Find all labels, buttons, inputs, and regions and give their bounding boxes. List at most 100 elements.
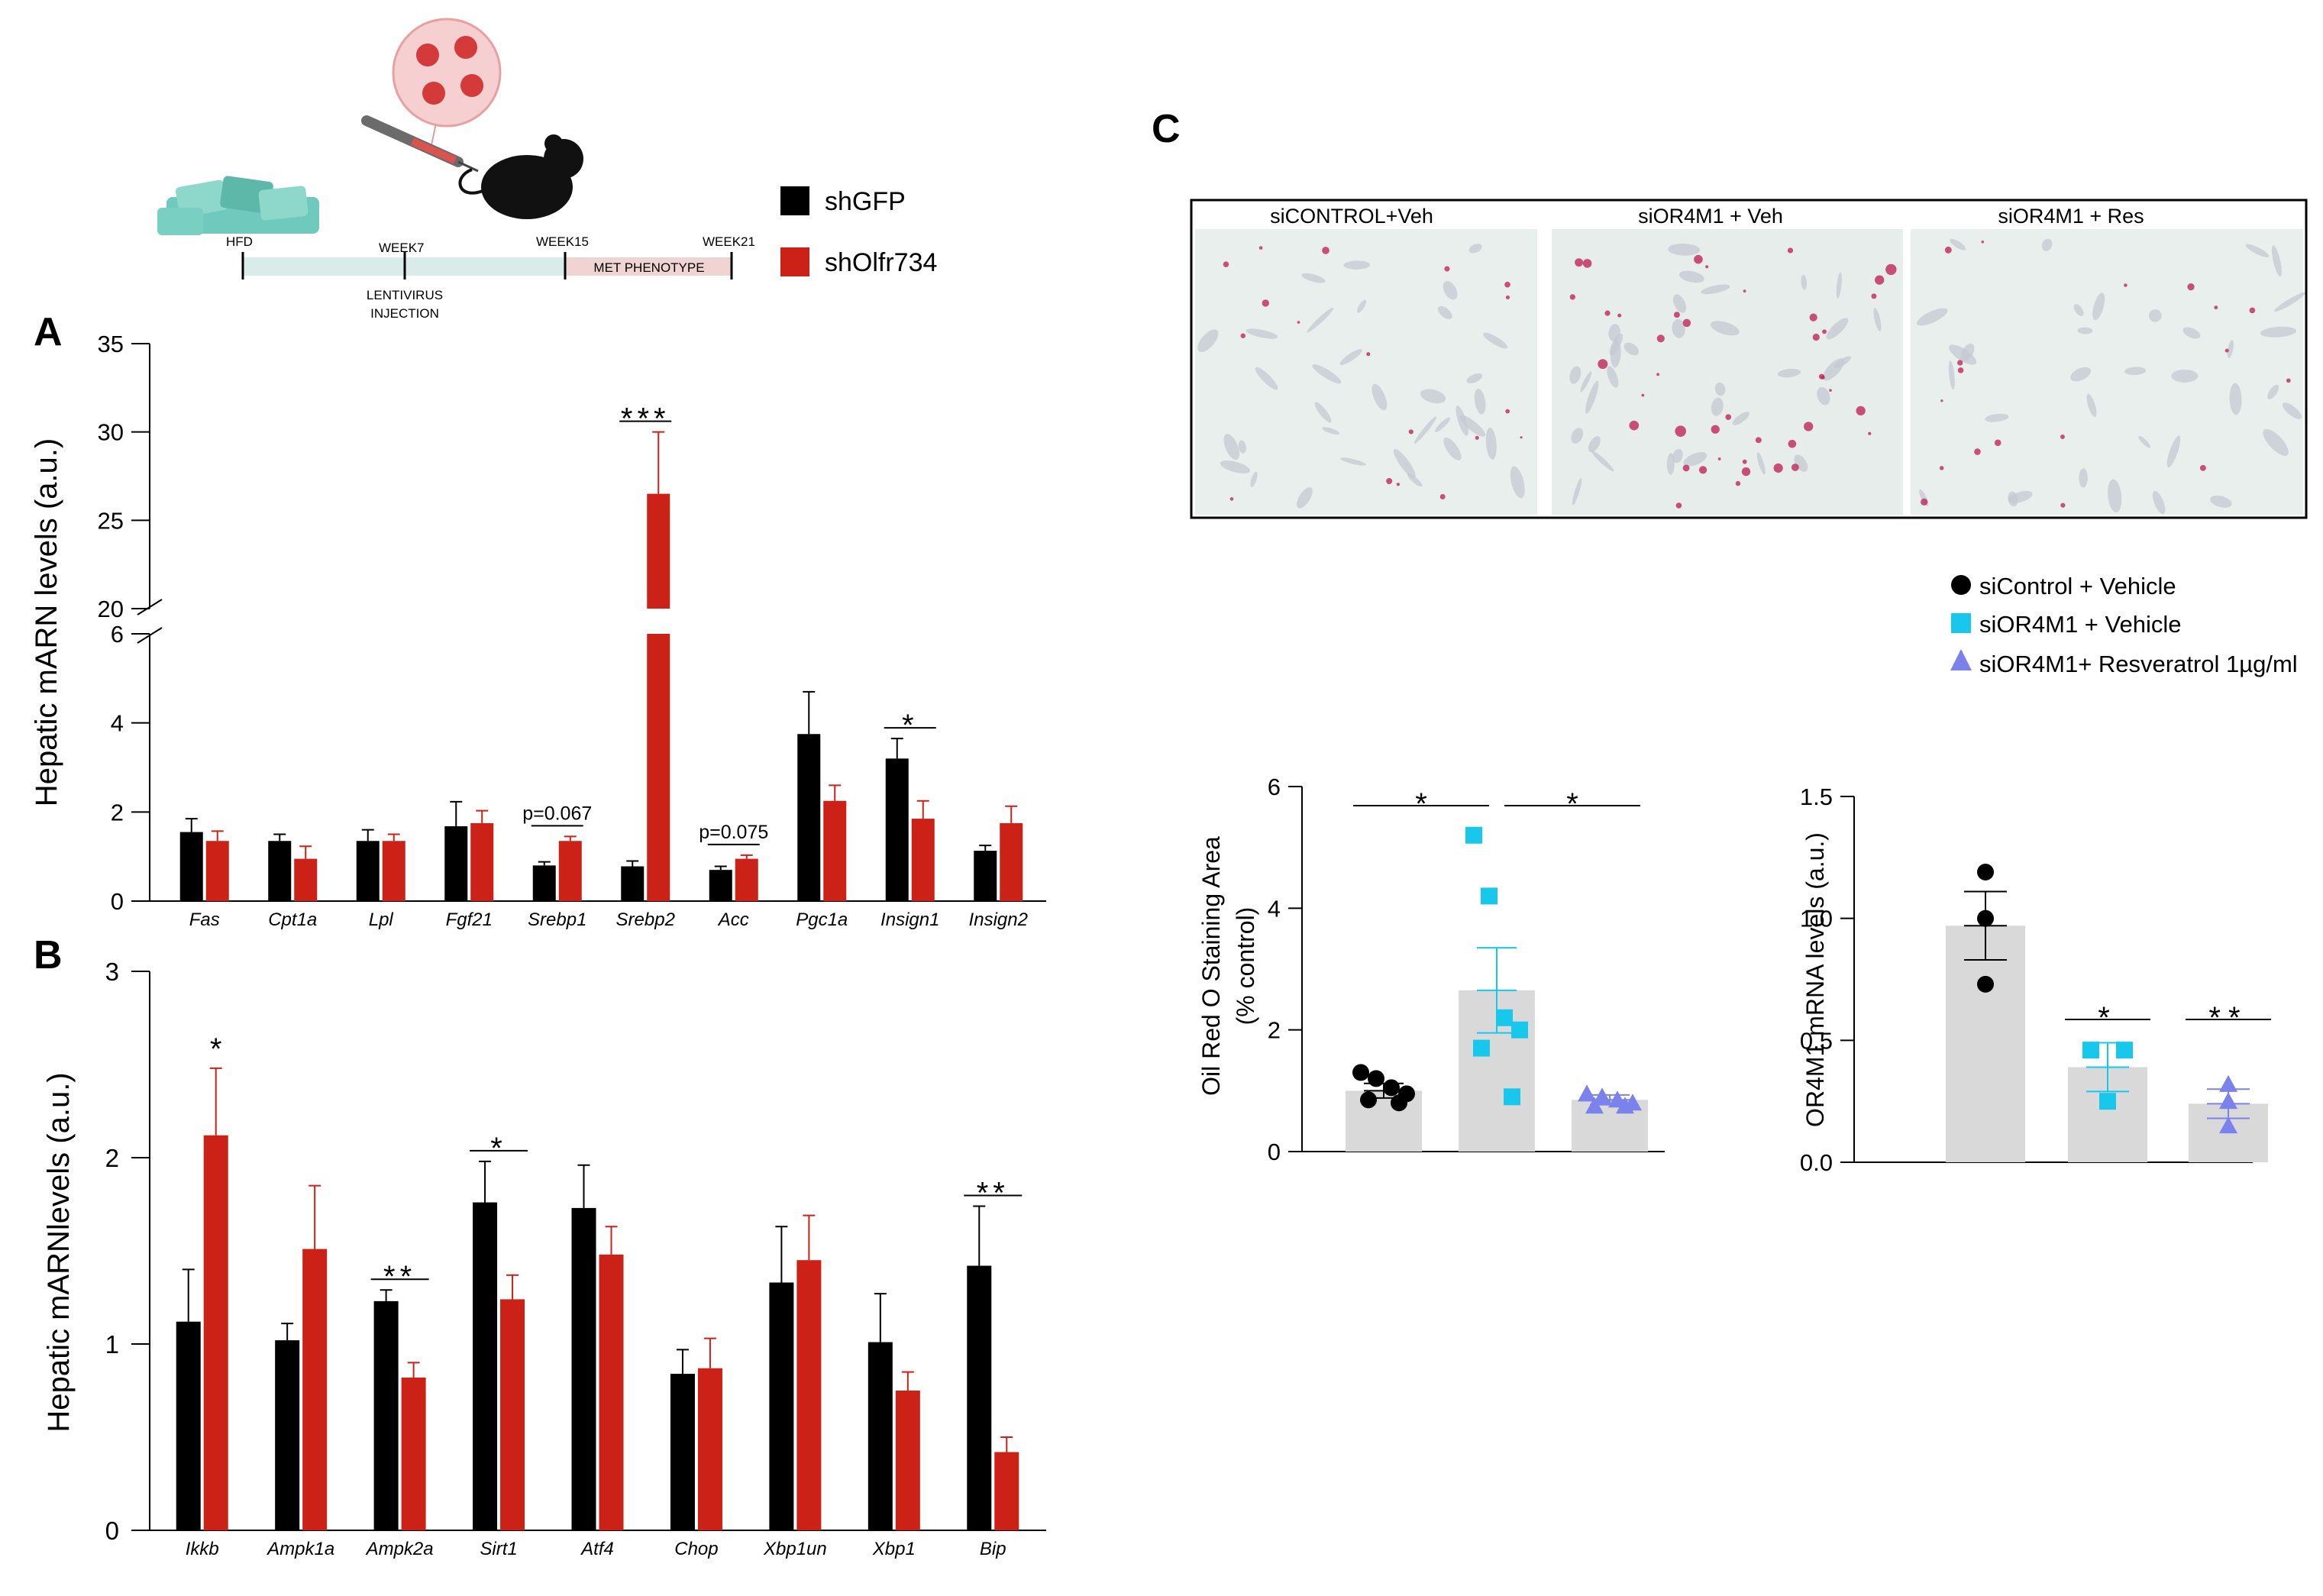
cell: [1468, 244, 1482, 254]
y-tick-label: 2: [1268, 1017, 1281, 1044]
axis-break-mark: [137, 599, 163, 615]
y-tick-label: 4: [111, 710, 124, 737]
cell: [1732, 412, 1750, 425]
cell: [1672, 294, 1687, 313]
data-point: [2082, 1042, 2099, 1059]
cell: [1666, 453, 1675, 475]
micrograph-label-sior4m1-res: siOR4M1 + Res: [1998, 205, 2144, 228]
virus-icon: [392, 18, 502, 146]
x-tick-label-fgf21: Fgf21: [446, 909, 493, 930]
bar-sicontrol-vehicle: [1946, 926, 2025, 1162]
lipid-droplet: [1940, 399, 1943, 402]
data-point: [1593, 1087, 1611, 1105]
lipid-droplet: [1788, 439, 1797, 448]
cell: [1357, 299, 1367, 313]
lipid-droplet: [1582, 259, 1592, 268]
cell: [2271, 245, 2282, 277]
significance-label: *: [1415, 787, 1427, 821]
x-tick-label-insign2: Insign2: [969, 909, 1028, 930]
bar-shgfp-xbp1: [867, 1342, 893, 1530]
legend-marker-sior4m1-veh: [1951, 613, 1971, 633]
x-tick-label-lpl: Lpl: [369, 909, 394, 930]
bar-shgfp-lpl: [356, 841, 380, 901]
y-tick-label: 0: [111, 888, 124, 915]
bar-sholfr734-chop: [697, 1368, 722, 1530]
y-tick-label: 0.5: [1800, 1027, 1833, 1054]
cell: [2070, 367, 2092, 382]
micrograph-label-sicontrol-veh: siCONTROL+Veh: [1270, 205, 1433, 228]
cell: [1437, 305, 1452, 320]
lipid-droplet: [1717, 457, 1721, 460]
cell: [1777, 368, 1801, 378]
cell: [1459, 415, 1486, 437]
cell: [1572, 477, 1582, 506]
cell: [1420, 389, 1446, 404]
cell: [1826, 318, 1849, 340]
data-point: [1977, 863, 1994, 880]
lipid-droplet: [1322, 247, 1330, 254]
cell: [1950, 238, 1966, 250]
lipid-droplet: [1939, 466, 1944, 470]
met-phenotype-label: MET PHENOTYPE: [593, 260, 704, 275]
x-tick-label-ampk1a: Ampk1a: [266, 1539, 334, 1559]
cell: [1711, 397, 1724, 416]
cell: [2148, 309, 2162, 322]
data-point: [1585, 1097, 1604, 1114]
cell: [1197, 329, 1219, 352]
y-axis-title-line2: (% control): [1232, 907, 1259, 1026]
lipid-droplet: [2249, 307, 2256, 314]
bar-shgfp-pgc1a: [797, 734, 821, 901]
data-point: [1616, 1097, 1634, 1114]
cell: [1672, 448, 1683, 464]
lipid-droplet: [1742, 459, 1747, 464]
lipid-droplet: [1829, 389, 1832, 392]
bar-sholfr734-sirt1: [500, 1299, 525, 1530]
cell: [1223, 434, 1240, 460]
lipid-droplet: [1957, 360, 1963, 366]
bar-chart-hepatic-mrna-a: 0 2 4 620 25 30 35 Hepatic mARN levels (a.u.) Fa…: [30, 331, 1046, 930]
lipid-droplet: [2286, 378, 2291, 383]
legend-label-sicontrol: siControl + Vehicle: [1979, 573, 2176, 599]
lipid-droplet: [1673, 312, 1680, 318]
cell: [1836, 272, 1842, 299]
lipid-droplet: [1694, 254, 1703, 264]
week15-label: WEEK15: [536, 234, 589, 249]
cell: [1834, 356, 1851, 368]
cell: [1571, 428, 1584, 444]
lipid-droplet: [1705, 265, 1709, 269]
bar-sholfr734-lpl: [382, 841, 405, 901]
bar-sholfr734-xbp1un: [796, 1260, 822, 1530]
cell: [1591, 450, 1614, 472]
lipid-droplet: [1629, 420, 1640, 431]
bar-sholfr734-cpt1a: [294, 858, 318, 901]
cell: [1246, 328, 1278, 339]
syringe-icon: [361, 115, 479, 173]
bar-chart-hepatic-mrna-b: 0 1 2 3 Hepatic mARNlevels (a.u.) Ikkb Ampk1a A…: [42, 958, 1046, 1559]
bar-shgfp-srebp2: [621, 866, 645, 901]
data-point: [1383, 1079, 1400, 1097]
cell: [1701, 284, 1730, 295]
data-point: [2099, 1093, 2116, 1110]
cell: [1474, 388, 1486, 415]
lipid-droplet: [1656, 373, 1660, 376]
bar-sholfr734-fas: [205, 841, 229, 901]
cell: [1255, 367, 1278, 390]
lipid-droplet: [1791, 464, 1799, 471]
significance-label: *: [902, 709, 919, 742]
cell: [1312, 364, 1342, 384]
significance-label: ***: [621, 402, 670, 436]
x-tick-label-ampk2a: Ampk2a: [365, 1539, 434, 1559]
y-tick-label: 1: [105, 1330, 119, 1359]
hfd-label: HFD: [226, 234, 253, 249]
cell: [1343, 260, 1371, 270]
significance-label: *: [2098, 1001, 2118, 1035]
cell: [1220, 460, 1251, 473]
cell: [1817, 386, 1830, 405]
cell: [2073, 304, 2084, 316]
panel-label-b: B: [34, 933, 63, 977]
cell: [2263, 428, 2289, 456]
cell: [1672, 318, 1685, 338]
lipid-droplet: [1656, 334, 1665, 343]
bar-shgfp-xbp1un: [769, 1282, 794, 1530]
y-tick-label: 2: [105, 1144, 119, 1172]
